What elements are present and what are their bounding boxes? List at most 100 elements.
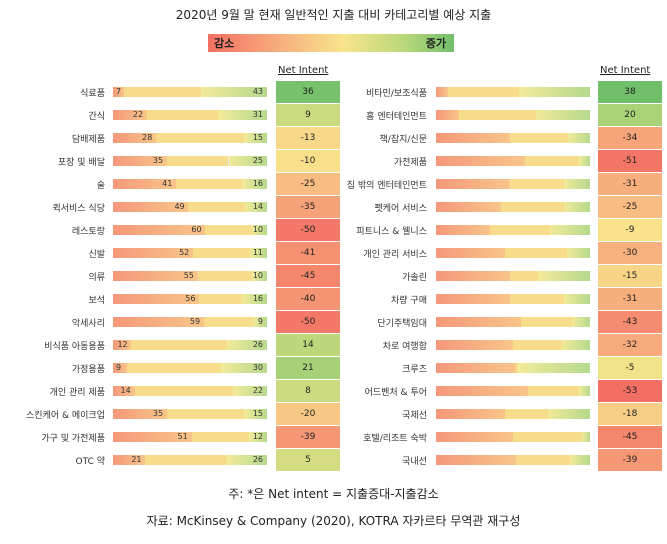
left-bar-track: 55 10 (113, 271, 267, 281)
right-net-intent-header: Net Intent (600, 65, 651, 76)
right-net-intent-cell: -43 (598, 311, 662, 333)
left-bar-neutral (176, 179, 243, 189)
right-bar-track (436, 432, 590, 442)
right-category-label: 차량 구매 (391, 296, 427, 306)
left-net-intent-cell: 5 (276, 449, 340, 471)
right-bar-neutral (528, 386, 580, 396)
right-net-intent-cell: -18 (598, 403, 662, 425)
left-decrease-value-label: 51 (177, 432, 188, 441)
left-category-label: 담배제품 (71, 135, 105, 145)
left-net-intent-cell: -40 (276, 288, 340, 310)
left-bar-track: 21 26 (113, 455, 267, 465)
right-bar-neutral (489, 225, 550, 235)
left-bar-increase (200, 87, 267, 97)
right-bar-neutral (459, 110, 537, 120)
left-decrease-value-label: 56 (185, 294, 196, 303)
left-increase-value-label: 14 (252, 202, 263, 211)
right-bar-neutral (505, 248, 567, 258)
right-bar-increase (548, 409, 590, 419)
left-net-intent-cell: 36 (276, 81, 340, 103)
right-bar-neutral (513, 432, 583, 442)
left-category-label: 의류 (88, 273, 105, 283)
right-bar-track (436, 340, 590, 350)
right-bar-neutral (505, 409, 549, 419)
left-bar-neutral (126, 363, 221, 373)
right-bar-neutral (516, 363, 518, 373)
left-increase-value-label: 12 (252, 432, 263, 441)
left-decrease-value-label: 9 (116, 363, 122, 372)
left-bar-neutral (188, 202, 246, 212)
left-bar-increase (242, 179, 267, 189)
left-category-label: 악세사리 (71, 319, 105, 329)
right-bar-increase (562, 340, 590, 350)
right-net-intent-cell: -45 (598, 426, 662, 448)
left-category-label: OTC 약 (75, 457, 105, 467)
left-bar-increase (243, 409, 267, 419)
right-net-intent-cell: -31 (598, 173, 662, 195)
left-bar-increase (233, 386, 267, 396)
left-bar-neutral (203, 317, 254, 327)
left-net-intent-header: Net Intent (278, 65, 329, 76)
right-bar-decrease (436, 133, 510, 143)
left-category-label: 레스토랑 (71, 227, 105, 237)
right-bar-increase (536, 110, 590, 120)
left-decrease-value-label: 55 (183, 271, 194, 280)
right-category-label: 책/잡지/신문 (379, 135, 427, 145)
left-net-intent-cell: -13 (276, 127, 340, 149)
right-bar-decrease (436, 386, 529, 396)
left-net-intent-cell: -50 (276, 311, 340, 333)
right-bar-track (436, 409, 590, 419)
left-bar-decrease (113, 156, 167, 166)
left-bar-decrease (113, 87, 124, 97)
left-bar-neutral (205, 225, 252, 235)
right-category-label: 단기주택임대 (377, 319, 427, 329)
left-bar-track: 28 15 (113, 133, 267, 143)
left-increase-value-label: 25 (252, 156, 263, 165)
right-bar-decrease (436, 110, 460, 120)
left-category-label: 스킨케어 & 메이크업 (26, 411, 105, 421)
right-net-intent-cell: 20 (598, 104, 662, 126)
left-bar-decrease (113, 179, 177, 189)
left-decrease-value-label: 12 (117, 340, 128, 349)
right-bar-track (436, 248, 590, 258)
chart-title: 2020년 9월 말 현재 일반적인 지출 대비 카테고리별 예상 지출 (175, 8, 492, 22)
left-bar-increase (250, 248, 267, 258)
left-category-label: 보석 (88, 296, 105, 306)
left-increase-value-label: 30 (252, 363, 263, 372)
left-bar-neutral (145, 455, 227, 465)
left-net-intent-cell: 21 (276, 357, 340, 379)
left-bar-neutral (146, 110, 220, 120)
left-decrease-value-label: 7 (116, 87, 122, 96)
left-bar-track: 41 16 (113, 179, 267, 189)
left-bar-neutral (191, 432, 249, 442)
left-decrease-value-label: 22 (132, 110, 144, 119)
left-bar-decrease (113, 455, 146, 465)
right-category-label: 홈 엔터테인먼트 (366, 112, 427, 122)
right-bar-increase (569, 455, 590, 465)
right-category-label: 호텔/리조트 숙박 (363, 434, 427, 444)
right-bar-track (436, 87, 590, 97)
left-increase-value-label: 31 (252, 110, 263, 119)
right-bar-neutral (509, 133, 569, 143)
right-category-label: 가솔린 (402, 273, 427, 283)
left-increase-value-label: 26 (252, 455, 263, 464)
left-bar-track: 12 26 (113, 340, 267, 350)
left-decrease-value-label: 28 (142, 133, 153, 142)
left-bar-decrease (113, 294, 200, 304)
left-category-label: 포장 및 배달 (57, 158, 105, 168)
left-bar-neutral (166, 156, 229, 166)
left-bar-track: 59 9 (113, 317, 267, 327)
left-increase-value-label: 15 (252, 409, 263, 418)
left-bar-decrease (113, 432, 192, 442)
left-net-intent-cell: -39 (276, 426, 340, 448)
left-increase-value-label: 15 (252, 133, 263, 142)
left-net-intent-cell: -25 (276, 173, 340, 195)
right-bar-increase (563, 179, 590, 189)
right-bar-increase (549, 225, 590, 235)
right-net-intent-cell: -9 (598, 219, 662, 241)
left-decrease-value-label: 41 (162, 179, 173, 188)
left-category-label: 간식 (88, 112, 105, 122)
left-bar-decrease (113, 340, 132, 350)
left-category-label: 가정용품 (71, 365, 105, 375)
right-bar-track (436, 179, 590, 189)
